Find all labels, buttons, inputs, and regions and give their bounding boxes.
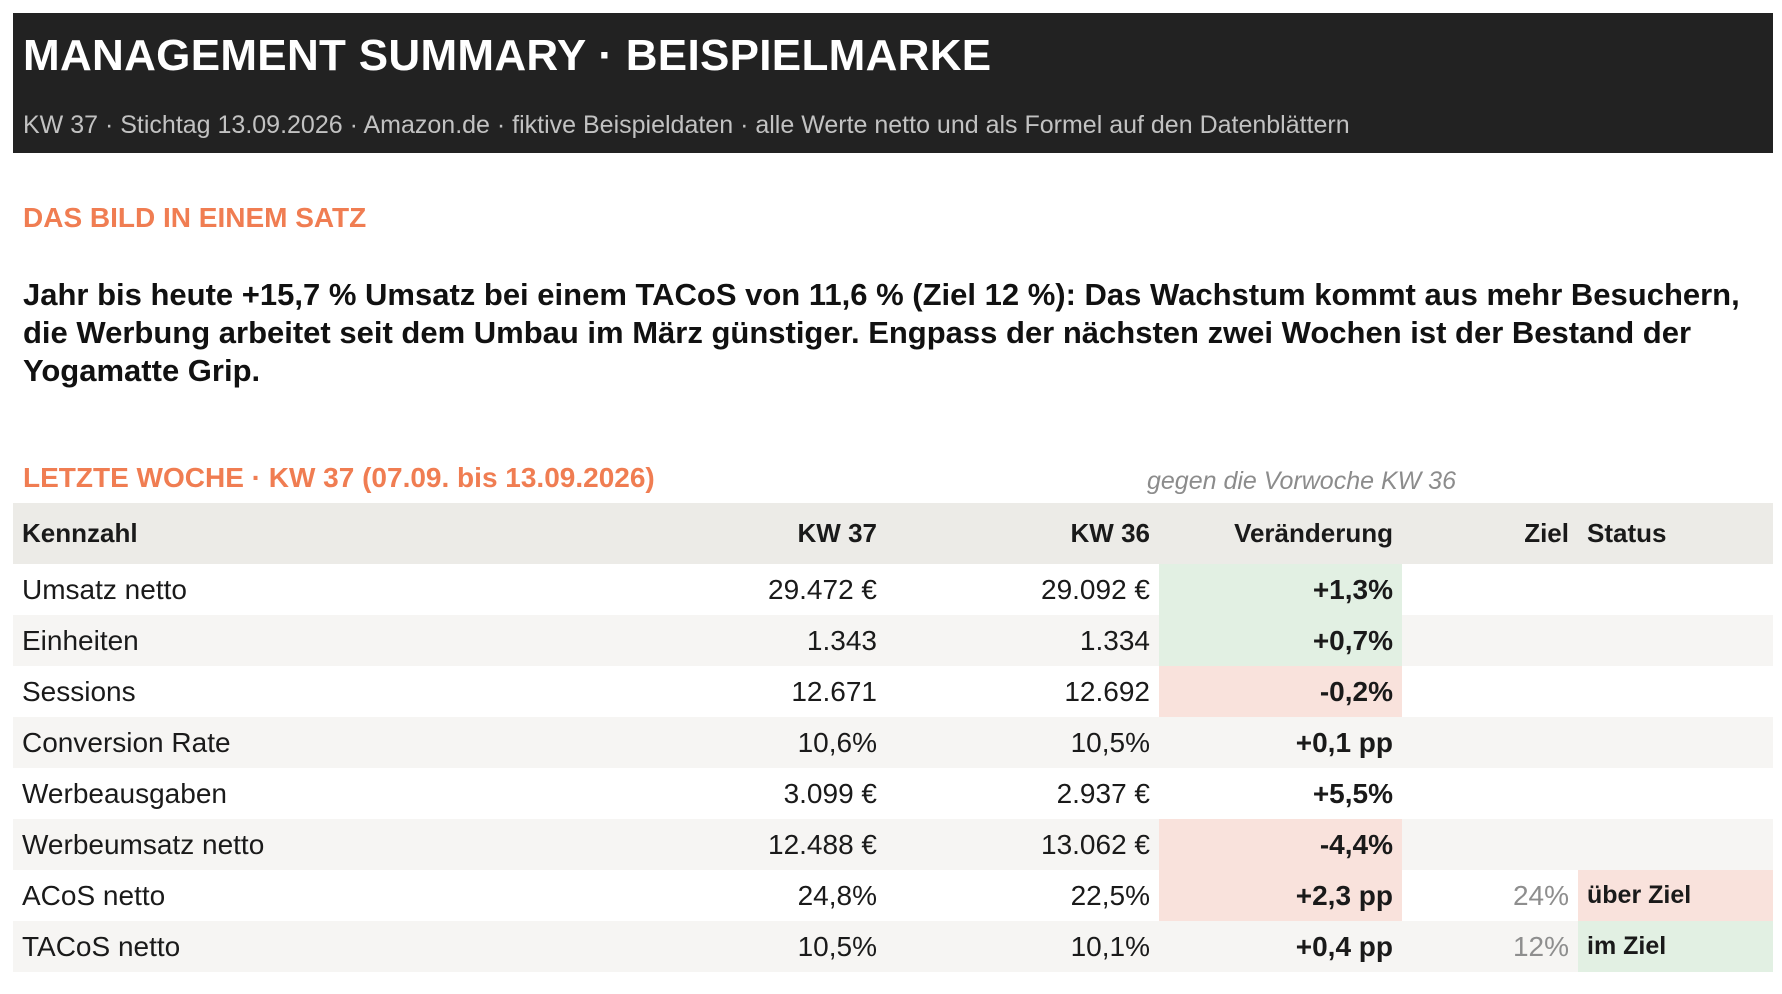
column-header-change: Veränderung [1234,518,1393,548]
target-value [1402,666,1578,717]
table-row: Einheiten 1.343 1.334 +0,7% [13,615,1773,666]
kw36-value: 13.062 € [1041,828,1150,860]
change-value: -4,4% [1159,819,1402,870]
compare-note: gegen die Vorwoche KW 36 [1147,467,1456,495]
table-row: Conversion Rate 10,6% 10,5% +0,1 pp [13,717,1773,768]
kw36-value: 22,5% [1070,879,1150,911]
table-row: ACoS netto 24,8% 22,5% +2,3 pp 24% über Ziel [13,870,1773,921]
page-title: MANAGEMENT SUMMARY · BEISPIELMARKE [23,31,992,80]
change-value: +0,7% [1159,615,1402,666]
kw37-value: 10,6% [797,726,877,758]
table-row: Werbeausgaben 3.099 € 2.937 € +5,5% [13,768,1773,819]
change-value: +1,3% [1159,564,1402,615]
page-subtitle: KW 37 · Stichtag 13.09.2026 · Amazon.de … [23,111,1350,139]
status-badge [1578,615,1773,666]
summary-text: Jahr bis heute +15,7 % Umsatz bei einem … [23,277,1740,388]
kw37-value: 12.671 [791,675,877,707]
table-row: Umsatz netto 29.472 € 29.092 € +1,3% [13,564,1773,615]
table-row: Sessions 12.671 12.692 -0,2% [13,666,1773,717]
kw37-value: 3.099 € [783,777,877,809]
change-value: +5,5% [1312,777,1393,809]
kennzahl-cell: Conversion Rate [22,726,231,758]
status-badge [1578,819,1773,870]
kw37-value: 12.488 € [768,828,877,860]
change-value: +0,4 pp [1295,930,1393,962]
status-badge [1578,666,1773,717]
column-header-kennzahl: Kennzahl [22,518,138,548]
kw37-value: 10,5% [797,930,877,962]
kennzahl-cell: Einheiten [22,624,139,656]
status-badge: im Ziel [1578,921,1773,972]
change-value: +0,1 pp [1295,726,1393,758]
kennzahl-cell: Werbeausgaben [22,777,227,809]
kw36-value: 29.092 € [1041,573,1150,605]
kw37-value: 1.343 [806,624,877,656]
kennzahl-cell: Sessions [22,675,136,707]
kpi-table: Kennzahl KW 37 KW 36 Veränderung Ziel St… [13,503,1773,972]
column-header-status: Status [1587,518,1667,548]
kennzahl-cell: Werbeumsatz netto [22,828,265,860]
target-value [1402,564,1578,615]
kw37-value: 29.472 € [768,573,877,605]
kw36-value: 2.937 € [1056,777,1150,809]
week-section-label: LETZTE WOCHE · KW 37 (07.09. bis 13.09.2… [23,462,655,493]
kennzahl-cell: ACoS netto [22,879,166,911]
page-header: MANAGEMENT SUMMARY · BEISPIELMARKE KW 37… [13,13,1773,153]
status-badge [1578,768,1773,819]
target-value [1402,615,1578,666]
kw37-value: 24,8% [797,879,877,911]
target-value [1402,717,1578,768]
kw36-value: 12.692 [1064,675,1150,707]
table-header-row: Kennzahl KW 37 KW 36 Veränderung Ziel St… [13,503,1773,564]
target-value [1402,768,1578,819]
table-row: TACoS netto 10,5% 10,1% +0,4 pp 12% im Ziel [13,921,1773,972]
target-value: 24% [1512,879,1569,911]
kennzahl-cell: Umsatz netto [22,573,187,605]
table-row: Werbeumsatz netto 12.488 € 13.062 € -4,4% [13,819,1773,870]
table-body: Umsatz netto 29.472 €29.092 € +1,3% Einheit… [13,564,1773,972]
change-value: -0,2% [1159,666,1402,717]
kw36-value: 10,1% [1070,930,1150,962]
change-value: +2,3 pp [1159,870,1402,921]
column-header-target: Ziel [1524,518,1569,548]
kw36-value: 10,5% [1070,726,1150,758]
target-value: 12% [1512,930,1569,962]
kw36-value: 1.334 [1079,624,1150,656]
target-value [1402,819,1578,870]
column-header-kw36: KW 36 [1070,518,1150,548]
column-header-kw37: KW 37 [797,518,877,548]
kennzahl-cell: TACoS netto [22,930,181,962]
status-badge [1578,564,1773,615]
status-badge [1578,717,1773,768]
summary-section-label: DAS BILD IN EINEM SATZ [23,202,367,233]
status-badge: über Ziel [1578,870,1773,921]
